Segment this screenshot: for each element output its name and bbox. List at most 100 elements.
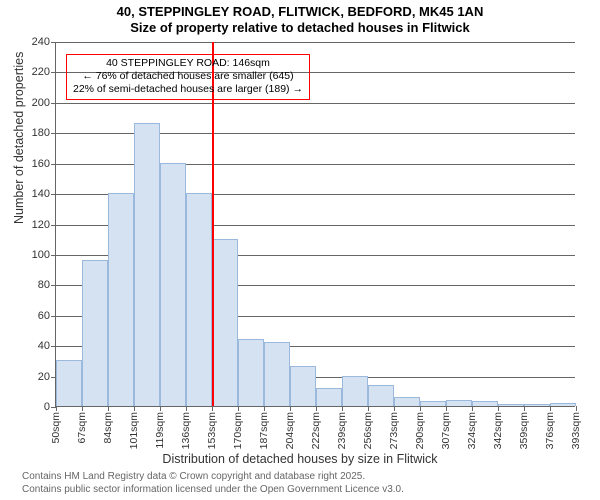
xtick-mark [446,406,447,411]
xtick-label: 119sqm [154,412,166,449]
xtick-mark [160,406,161,411]
gridline-h [56,103,575,104]
footer-attribution: Contains HM Land Registry data © Crown c… [22,471,404,496]
annotation-line3: 22% of semi-detached houses are larger (… [73,83,303,96]
xtick-mark [316,406,317,411]
xtick-label: 204sqm [284,412,296,449]
ytick-mark [51,285,56,286]
annotation-line1: 40 STEPPINGLEY ROAD: 146sqm [73,57,303,70]
histogram-bar [82,260,108,406]
xtick-mark [472,406,473,411]
ytick-label: 180 [32,127,50,139]
ytick-mark [51,164,56,165]
xtick-mark [134,406,135,411]
annotation-line2: ← 76% of detached houses are smaller (64… [73,70,303,83]
ytick-label: 240 [32,36,50,48]
ytick-label: 140 [32,188,50,200]
x-axis-label: Distribution of detached houses by size … [0,452,600,466]
histogram-bar [394,397,420,406]
xtick-label: 170sqm [232,412,244,449]
ytick-mark [51,346,56,347]
xtick-mark [394,406,395,411]
ytick-mark [51,316,56,317]
ytick-label: 40 [38,340,50,352]
xtick-mark [56,406,57,411]
xtick-label: 376sqm [544,412,556,449]
histogram-bar [498,404,524,406]
xtick-label: 393sqm [570,412,582,449]
histogram-bar [446,400,472,406]
histogram-bar [342,376,368,406]
xtick-label: 359sqm [518,412,530,449]
page-title-line2: Size of property relative to detached ho… [0,20,600,36]
xtick-mark [420,406,421,411]
annotation-box: 40 STEPPINGLEY ROAD: 146sqm← 76% of deta… [66,54,310,100]
histogram-bar [160,163,186,406]
xtick-label: 342sqm [492,412,504,449]
xtick-mark [82,406,83,411]
xtick-label: 239sqm [336,412,348,449]
gridline-h [56,42,575,43]
footer-line1: Contains HM Land Registry data © Crown c… [22,471,404,484]
histogram-bar [108,193,134,406]
histogram-bar [316,388,342,406]
page-title-line1: 40, STEPPINGLEY ROAD, FLITWICK, BEDFORD,… [0,4,600,20]
histogram-bar [368,385,394,406]
xtick-label: 222sqm [310,412,322,449]
histogram-bar [238,339,264,406]
xtick-mark [524,406,525,411]
ytick-mark [51,42,56,43]
histogram-bar [472,401,498,406]
histogram-bar [550,403,576,406]
ytick-label: 160 [32,158,50,170]
xtick-label: 187sqm [258,412,270,449]
histogram-bar [524,404,550,406]
histogram-chart: 02040608010012014016018020022024050sqm67… [55,42,575,407]
ytick-label: 80 [38,279,50,291]
ytick-mark [51,133,56,134]
ytick-label: 120 [32,219,50,231]
xtick-mark [576,406,577,411]
ytick-mark [51,194,56,195]
histogram-bar [186,193,212,406]
xtick-label: 273sqm [388,412,400,449]
xtick-label: 290sqm [414,412,426,449]
histogram-bar [290,366,316,406]
histogram-bar [212,239,238,406]
xtick-mark [498,406,499,411]
histogram-bar [134,123,160,406]
xtick-label: 50sqm [50,412,62,444]
xtick-mark [264,406,265,411]
xtick-label: 153sqm [206,412,218,449]
xtick-mark [550,406,551,411]
ytick-label: 60 [38,310,50,322]
ytick-mark [51,225,56,226]
xtick-mark [290,406,291,411]
ytick-mark [51,255,56,256]
histogram-bar [56,360,82,406]
xtick-label: 136sqm [180,412,192,449]
ytick-label: 200 [32,97,50,109]
xtick-mark [238,406,239,411]
xtick-label: 67sqm [76,412,88,444]
xtick-mark [108,406,109,411]
ytick-label: 20 [38,371,50,383]
xtick-label: 324sqm [466,412,478,449]
plot-region: 02040608010012014016018020022024050sqm67… [55,42,575,407]
y-axis-label: Number of detached properties [12,52,26,224]
ytick-mark [51,72,56,73]
xtick-label: 256sqm [362,412,374,449]
xtick-mark [342,406,343,411]
xtick-label: 101sqm [128,412,140,449]
ytick-label: 100 [32,249,50,261]
xtick-mark [368,406,369,411]
xtick-label: 84sqm [102,412,114,444]
ytick-label: 220 [32,66,50,78]
xtick-label: 307sqm [440,412,452,449]
histogram-bar [420,401,446,406]
xtick-mark [186,406,187,411]
ytick-mark [51,103,56,104]
histogram-bar [264,342,290,406]
footer-line2: Contains public sector information licen… [22,484,404,497]
xtick-mark [212,406,213,411]
